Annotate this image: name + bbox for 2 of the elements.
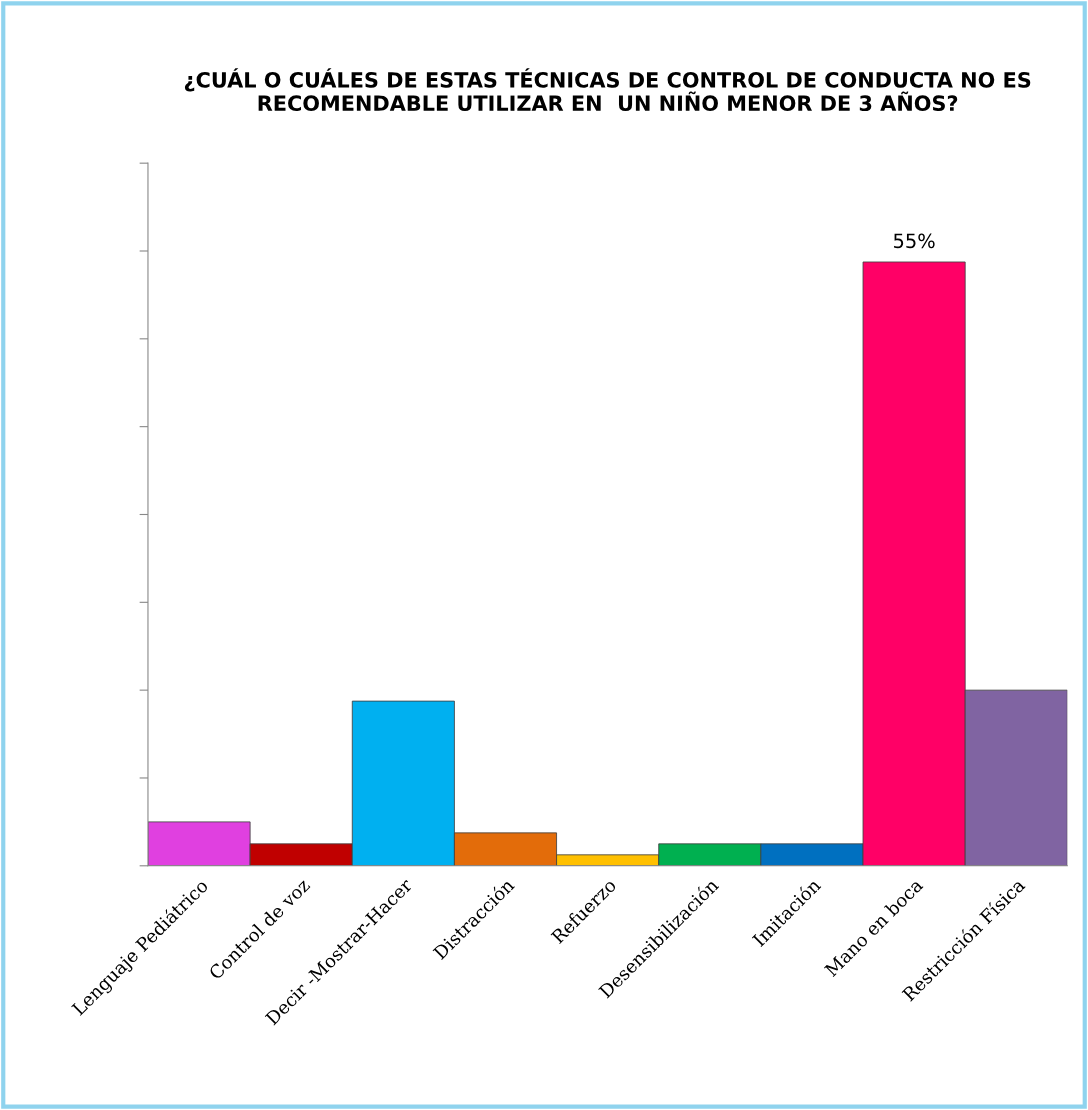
chart-title: ¿CUÁL O CUÁLES DE ESTAS TÉCNICAS DE CONTROL DE CONDUCTA NO ES RECOMENDABLE UTILIZAR EN UN NIÑO MENOR DE 3 AÑOS? [184, 68, 1031, 112]
data-label: 55% [893, 233, 935, 249]
